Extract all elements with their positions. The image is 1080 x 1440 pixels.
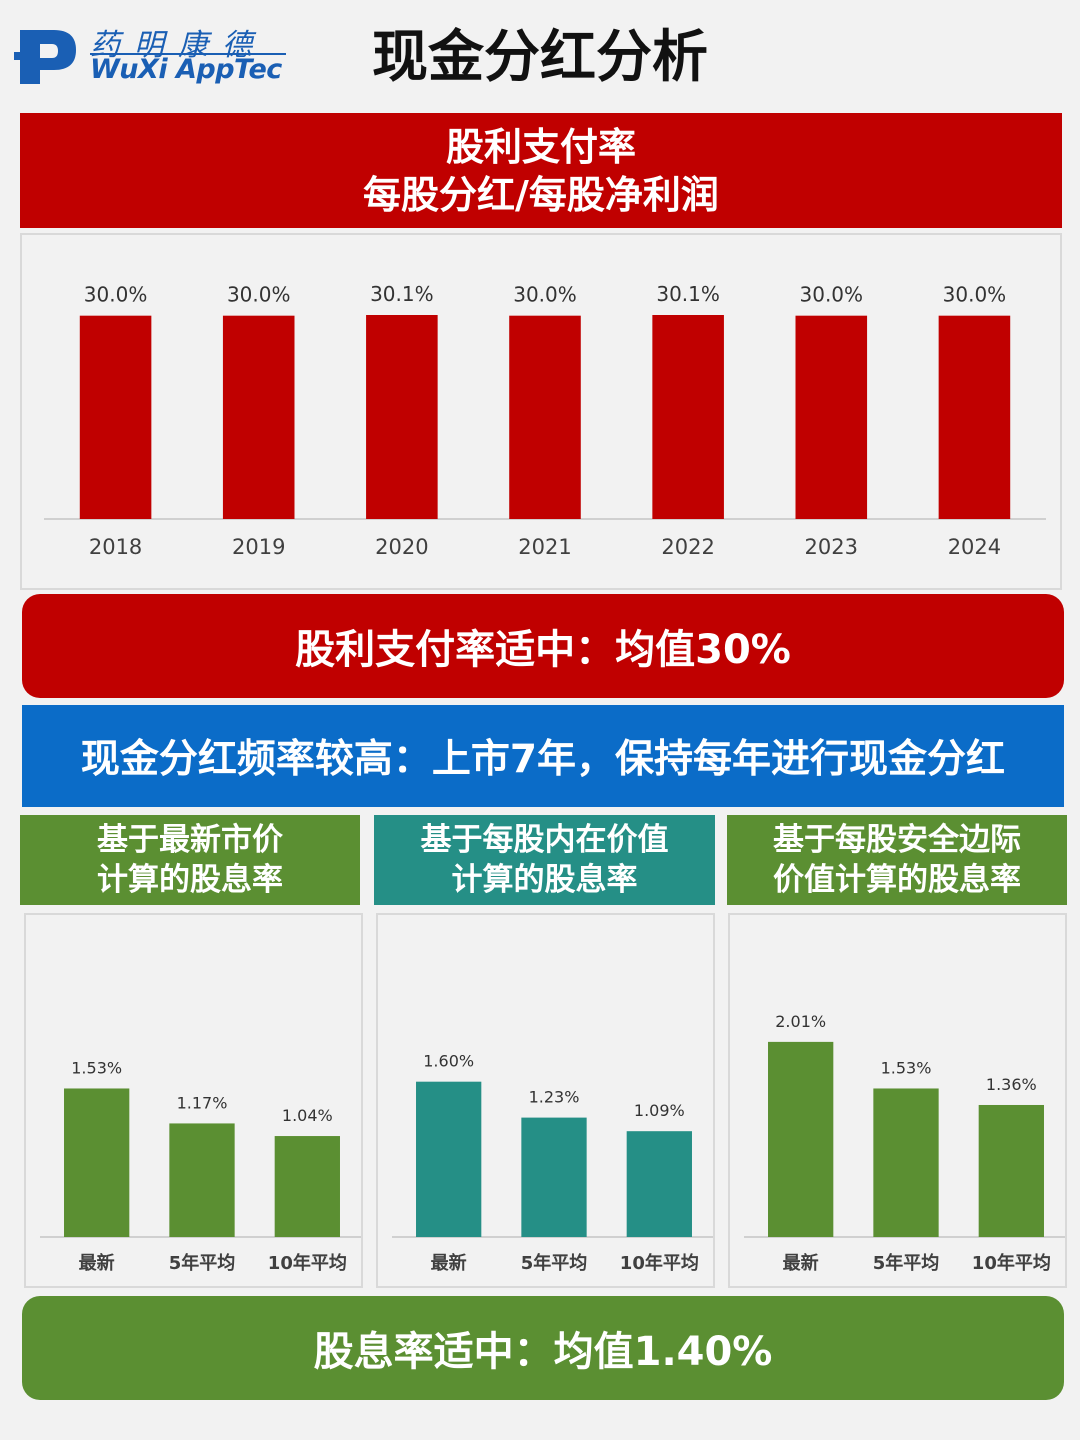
- data-label-3: 30.0%: [513, 283, 577, 307]
- payout-ratio-chart: 30.0% 2018 30.0% 2019 30.1% 2020 30.0% 2021 30.1…: [44, 282, 1046, 559]
- bar-1: [873, 1088, 939, 1237]
- data-label-5: 30.0%: [800, 283, 864, 307]
- category-label-2: 2020: [375, 535, 428, 559]
- page-title: 现金分红分析: [372, 25, 708, 90]
- yield-summary-text: 股息率适中：均值1.40%: [313, 1329, 773, 1375]
- category-label-1: 5年平均: [169, 1252, 236, 1274]
- data-label-6: 30.0%: [943, 283, 1007, 307]
- yield-header-1-line1: 基于最新市价: [97, 822, 283, 858]
- data-label-0: 30.0%: [84, 283, 148, 307]
- logo-chinese-text: 药明康德: [90, 28, 266, 63]
- logo-mark-icon: [14, 30, 76, 84]
- yield-header-3-line1: 基于每股安全边际: [773, 822, 1021, 858]
- category-label-3: 2021: [518, 535, 571, 559]
- bar-2: [978, 1104, 1044, 1237]
- bar-0: [416, 1081, 482, 1237]
- yield-header-3-line2: 价值计算的股息率: [773, 862, 1021, 898]
- category-label-0: 最新: [783, 1252, 819, 1274]
- bar-5: [795, 315, 868, 519]
- yield-header-1-line2: 计算的股息率: [97, 862, 283, 898]
- payout-chart-panel: 30.0% 2018 30.0% 2019 30.1% 2020 30.0% 2021 30.1…: [20, 233, 1062, 590]
- bar-2: [366, 315, 438, 519]
- bar-1: [222, 315, 295, 519]
- bar-0: [768, 1041, 834, 1237]
- data-label-0: 2.01%: [775, 1012, 826, 1031]
- bar-0: [79, 315, 152, 519]
- data-label-0: 1.53%: [71, 1058, 122, 1077]
- yield-header-2-line2: 计算的股息率: [451, 862, 638, 898]
- data-label-2: 1.09%: [634, 1101, 685, 1120]
- frequency-text: 现金分红频率较高：上市7年，保持每年进行现金分红: [80, 737, 1006, 782]
- yield-header-market-price: 基于最新市价 计算的股息率: [20, 815, 360, 905]
- data-label-4: 30.1%: [656, 282, 720, 306]
- dividend-frequency-banner: 现金分红频率较高：上市7年，保持每年进行现金分红: [22, 705, 1064, 807]
- category-label-0: 最新: [431, 1252, 467, 1274]
- data-label-2: 1.04%: [282, 1106, 333, 1125]
- category-label-2: 10年平均: [620, 1252, 699, 1274]
- logo-english-text: WuXi AppTec: [90, 54, 282, 85]
- yield-header-intrinsic-value: 基于每股内在价值 计算的股息率: [374, 815, 715, 905]
- yield-chart-market-price: 1.53% 最新 1.17% 5年平均 1.04% 10年平均: [40, 1058, 364, 1274]
- payout-summary-text: 股利支付率适中：均值30%: [295, 627, 791, 673]
- category-label-6: 2024: [948, 535, 1001, 559]
- data-label-2: 30.1%: [370, 282, 434, 306]
- bar-2: [274, 1136, 340, 1237]
- payout-header-line2: 每股分红/每股净利润: [363, 172, 719, 217]
- category-label-0: 2018: [89, 535, 142, 559]
- bar-1: [169, 1123, 235, 1237]
- yield-chart-intrinsic-value: 1.60% 最新 1.23% 5年平均 1.09% 10年平均: [392, 1052, 716, 1274]
- bar-3: [509, 315, 581, 519]
- payout-summary-banner: 股利支付率适中：均值30%: [22, 594, 1064, 698]
- payout-ratio-header: 股利支付率 每股分红/每股净利润: [20, 113, 1062, 228]
- yield-summary-banner: 股息率适中：均值1.40%: [22, 1296, 1064, 1400]
- category-label-4: 2022: [661, 535, 714, 559]
- yield-header-safety-margin: 基于每股安全边际 价值计算的股息率: [727, 815, 1067, 905]
- category-label-0: 最新: [79, 1252, 115, 1274]
- data-label-1: 1.53%: [881, 1058, 932, 1077]
- data-label-1: 1.23%: [529, 1088, 580, 1107]
- category-label-2: 10年平均: [972, 1252, 1051, 1274]
- bar-6: [938, 315, 1011, 519]
- data-label-1: 30.0%: [227, 283, 291, 307]
- bar-1: [521, 1117, 587, 1237]
- logo-divider: [90, 53, 286, 55]
- payout-header-line1: 股利支付率: [445, 124, 636, 169]
- category-label-1: 5年平均: [521, 1252, 588, 1274]
- category-label-5: 2023: [805, 535, 858, 559]
- wuxi-apptec-logo: 药明康德 WuXi AppTec: [14, 18, 286, 90]
- yield-chart-panel-1: 1.53% 最新 1.17% 5年平均 1.04% 10年平均: [24, 913, 364, 1288]
- yield-chart-panel-3: 2.01% 最新 1.53% 5年平均 1.36% 10年平均: [728, 913, 1068, 1288]
- data-label-2: 1.36%: [986, 1075, 1037, 1094]
- data-label-1: 1.17%: [177, 1093, 228, 1112]
- yield-chart-panel-2: 1.60% 最新 1.23% 5年平均 1.09% 10年平均: [376, 913, 716, 1288]
- bar-2: [626, 1131, 692, 1237]
- category-label-2: 10年平均: [268, 1252, 347, 1274]
- category-label-1: 5年平均: [873, 1252, 940, 1274]
- bar-4: [652, 315, 724, 519]
- bar-0: [64, 1088, 130, 1237]
- yield-chart-safety-margin: 2.01% 最新 1.53% 5年平均 1.36% 10年平均: [744, 1012, 1068, 1274]
- yield-header-2-line1: 基于每股内在价值: [420, 822, 669, 858]
- data-label-0: 1.60%: [423, 1052, 474, 1071]
- category-label-1: 2019: [232, 535, 285, 559]
